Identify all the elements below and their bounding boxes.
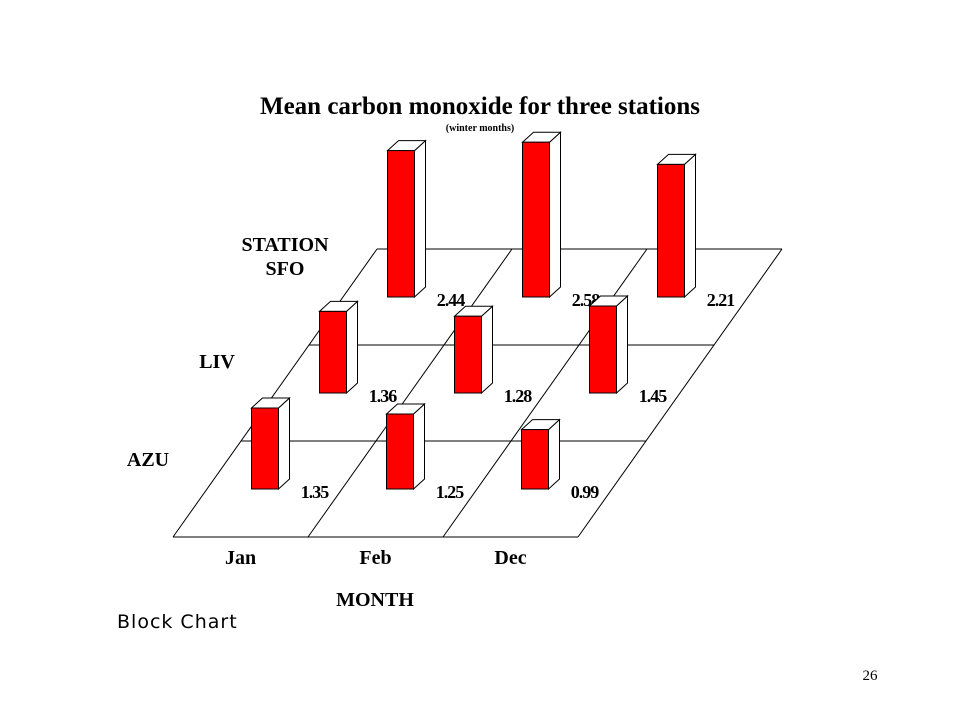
bar-front <box>589 305 617 394</box>
bar <box>250 396 291 491</box>
bar-front <box>386 413 414 490</box>
x-tick-label: Jan <box>225 547 256 569</box>
value-label: 2.21 <box>707 290 736 310</box>
value-label: 0.99 <box>571 482 600 502</box>
value-label: 1.28 <box>504 386 533 406</box>
floor-grid <box>172 248 783 538</box>
y-tick-label: AZU <box>127 449 169 471</box>
bar-side <box>278 396 290 491</box>
y-tick-label: LIV <box>199 351 235 373</box>
bar-side <box>481 305 493 395</box>
bar-front <box>251 407 279 490</box>
bar <box>386 139 427 299</box>
grid-column-line <box>577 248 783 538</box>
bar <box>385 402 426 491</box>
bars <box>250 131 697 491</box>
bar <box>588 294 629 395</box>
x-axis-title: MONTH <box>336 589 414 611</box>
value-label: 1.45 <box>639 386 668 406</box>
bar-side <box>616 294 628 395</box>
value-label: 1.25 <box>436 482 465 502</box>
page-number: 26 <box>863 668 879 684</box>
bar-side <box>414 139 426 299</box>
bar-front <box>319 310 347 394</box>
bar <box>521 131 562 299</box>
grid-column-line <box>172 248 378 538</box>
chart-title: Mean carbon monoxide for three stations <box>260 93 700 120</box>
value-label: 1.35 <box>301 482 330 502</box>
bar-front <box>522 141 550 298</box>
value-label: 1.36 <box>369 386 398 406</box>
axis-labels: Jan Feb Dec AZU LIV SFO <box>127 258 527 569</box>
y-axis-title-line-1: STATION <box>241 234 329 256</box>
chart-subtitle: (winter months) <box>446 123 514 134</box>
bar <box>656 153 697 299</box>
bar-side <box>346 300 358 395</box>
grid-column-line <box>307 248 513 538</box>
bar-front <box>657 163 685 298</box>
bar <box>318 300 359 395</box>
bar <box>520 418 561 491</box>
value-labels: 2.44 2.58 2.211.36 1.28 1.451.35 1.25 0.99 <box>301 290 737 502</box>
bar <box>453 305 494 395</box>
bar-side <box>549 131 561 299</box>
x-tick-label: Feb <box>359 547 391 569</box>
block-chart-caption: Block Chart <box>117 611 238 633</box>
x-tick-label: Dec <box>494 547 526 569</box>
bar-front <box>387 150 415 298</box>
bar-side <box>548 418 560 491</box>
y-tick-label: SFO <box>266 258 305 280</box>
bar-front <box>454 315 482 394</box>
bar-front <box>521 429 549 490</box>
bar-side <box>413 402 425 491</box>
value-label: 2.44 <box>437 290 466 310</box>
bar-side <box>684 153 696 299</box>
